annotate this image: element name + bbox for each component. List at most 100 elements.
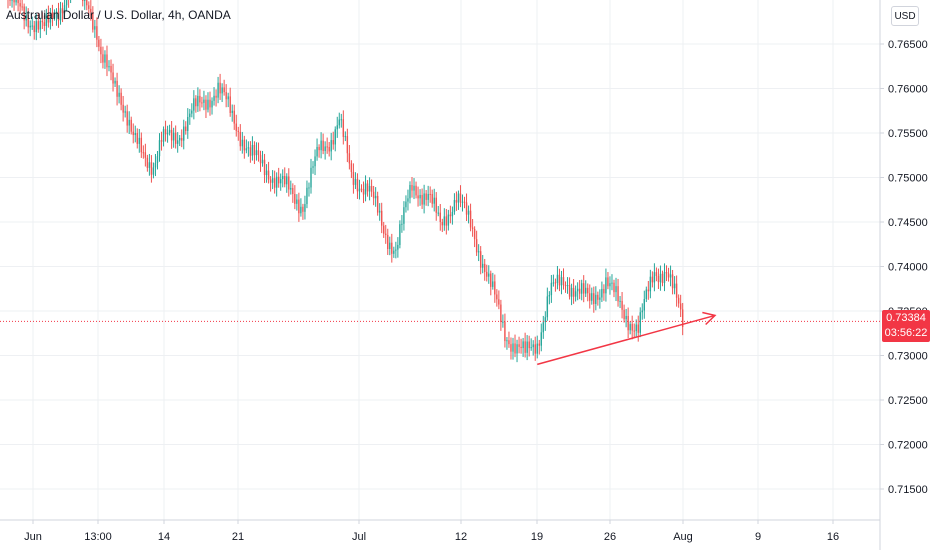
candle-body — [142, 152, 145, 154]
candle-body — [354, 178, 357, 185]
candle-body — [601, 288, 603, 298]
candle-body — [427, 193, 429, 200]
candle-body — [19, 3, 21, 7]
candle-body — [189, 113, 191, 118]
candle-body — [193, 98, 195, 111]
candle-body — [9, 0, 11, 1]
candle-body — [401, 223, 403, 225]
candle-body — [669, 274, 672, 278]
candle-body — [498, 299, 500, 305]
candle-body — [655, 272, 658, 276]
candle-body — [536, 343, 538, 354]
candle-body — [613, 282, 615, 293]
candle-body — [429, 193, 431, 195]
candle-body — [156, 156, 159, 163]
candle-body — [671, 274, 674, 289]
candle-body — [86, 0, 88, 6]
candle-body — [516, 344, 518, 354]
candle-body — [619, 300, 621, 302]
candle-body — [201, 102, 203, 104]
candle-body — [376, 195, 379, 213]
candle-body — [397, 244, 399, 250]
candle-body — [296, 199, 298, 204]
candle-body — [209, 99, 211, 108]
time-tick-label: Jun — [24, 531, 42, 543]
candle-body — [302, 206, 304, 212]
candle-body — [572, 287, 575, 297]
candle-body — [340, 119, 342, 121]
candle-body — [191, 110, 193, 114]
candle-body — [183, 126, 185, 141]
candle-body — [271, 178, 274, 183]
candle-body — [482, 263, 484, 268]
candle-body — [185, 126, 187, 131]
candle-body — [455, 200, 458, 203]
candle-body — [374, 195, 377, 199]
candle-body — [635, 324, 637, 332]
candle-body — [677, 297, 680, 304]
candle-body — [453, 200, 456, 212]
candle-body — [225, 92, 227, 100]
price-tick-label: 0.76000 — [888, 84, 928, 96]
candle-body — [675, 283, 678, 298]
candle-body — [615, 286, 617, 293]
candle-body — [508, 340, 510, 345]
candle-body — [292, 187, 294, 194]
candle-body — [496, 294, 498, 300]
candle-body — [219, 82, 221, 94]
candle-body — [179, 137, 181, 141]
candle-body — [484, 263, 486, 272]
candle-body — [172, 132, 175, 141]
candle-body — [528, 341, 530, 349]
candle-body — [257, 150, 260, 155]
time-tick-label: 14 — [158, 531, 170, 543]
candle-body — [298, 199, 300, 214]
candle-body — [659, 273, 662, 283]
candle-body — [35, 21, 37, 33]
candle-body — [41, 20, 44, 23]
candle-body — [395, 249, 397, 251]
candle-body — [118, 92, 120, 97]
candle-body — [112, 72, 114, 84]
candle-body — [603, 288, 605, 294]
candle-body — [574, 291, 577, 297]
candle-body — [441, 222, 443, 226]
candle-body — [522, 341, 524, 349]
candle-body — [102, 54, 104, 63]
candle-body — [504, 321, 506, 342]
candle-body — [294, 193, 296, 204]
candle-body — [320, 140, 322, 151]
candle-body — [338, 119, 340, 126]
candle-body — [356, 178, 359, 192]
candle-body — [439, 212, 441, 223]
candle-body — [122, 104, 124, 113]
candle-body — [649, 276, 652, 292]
candle-body — [471, 227, 474, 229]
candle-body — [324, 146, 326, 152]
time-tick-label: 9 — [755, 531, 761, 543]
candle-body — [665, 272, 668, 274]
candle-body — [300, 206, 302, 214]
candle-body — [148, 162, 151, 168]
candle-body — [358, 188, 361, 192]
candle-body — [124, 111, 126, 113]
candle-body — [136, 133, 138, 144]
candle-body — [63, 5, 66, 14]
candle-body — [645, 289, 648, 300]
candle-body — [366, 183, 369, 192]
candle-body — [170, 129, 173, 141]
time-tick-label: 13:00 — [84, 531, 112, 543]
candle-body — [146, 157, 149, 168]
candle-body — [631, 324, 633, 331]
candle-body — [241, 139, 244, 147]
candle-body — [346, 136, 349, 154]
candle-body — [520, 346, 522, 349]
candle-body — [589, 293, 591, 301]
currency-button[interactable]: USD — [891, 6, 919, 26]
candle-body — [334, 129, 336, 145]
candle-body — [425, 193, 427, 200]
candle-body — [534, 344, 536, 354]
candle-body — [465, 202, 468, 215]
candle-body — [261, 159, 264, 164]
